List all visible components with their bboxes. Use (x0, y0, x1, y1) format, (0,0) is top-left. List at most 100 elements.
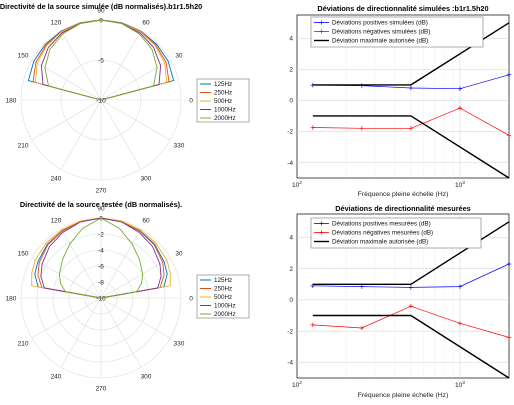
data-point-marker (408, 303, 414, 309)
data-point-marker (457, 284, 463, 289)
data-point-marker (506, 72, 512, 77)
data-point-marker (506, 335, 512, 340)
polar-angle-label: 180 (6, 296, 17, 303)
polar-legend-label: 125Hz (214, 81, 232, 88)
polar-angle-label: 90 (97, 206, 105, 213)
polar-radial-label: -5 (98, 58, 104, 65)
data-point-marker (310, 322, 315, 328)
polar-angle-label: 90 (97, 8, 105, 15)
polar-series-2000Hz (44, 19, 158, 101)
y-tick-label: 4 (289, 235, 293, 242)
x-axis-label: Fréquence pleine échelle (Hz) (358, 392, 449, 399)
line-legend-box (310, 16, 484, 48)
polar-spoke (31, 257, 102, 299)
polar-angle-label: 120 (51, 218, 62, 225)
line-legend-label: Déviations négatives simulées (dB) (332, 29, 430, 36)
data-point-marker (408, 85, 414, 91)
line-legend-marker (319, 221, 324, 226)
polar-spoke (60, 297, 102, 368)
polar-radial-label: -6 (98, 264, 104, 271)
y-tick-label: 0 (289, 297, 293, 304)
polar-radial-label: -10 (96, 98, 106, 105)
y-tick-label: 2 (289, 67, 293, 74)
polar-spoke (100, 99, 171, 141)
polar-angle-label: 300 (141, 175, 152, 182)
polar-series-2000Hz (58, 217, 144, 299)
polar-angle-label: 210 (18, 143, 29, 150)
line-series-3 (312, 314, 510, 379)
data-point-marker (457, 105, 463, 111)
polar-legend-label: 250Hz (214, 90, 232, 97)
polar-angle-label: 330 (174, 143, 185, 150)
data-point-marker (506, 261, 512, 267)
polar-angle-label: 330 (174, 341, 185, 348)
line-legend: Déviations positives simulées (dB) Déviat… (310, 16, 484, 48)
polar-legend-label: 2000Hz (214, 311, 236, 318)
polar-legend-label: 2000Hz (214, 115, 236, 122)
polar-spoke (100, 59, 171, 101)
x-tick-label: 102 (292, 380, 302, 389)
polar-radial-label: -10 (96, 296, 106, 303)
line-legend-label: Déviations positives simulées (dB) (332, 20, 428, 27)
line-chart-3: Déviations de directionnalité mesurées -4… (287, 204, 512, 399)
polar-legend-label: 1000Hz (214, 107, 236, 114)
polar-angle-label: 150 (18, 251, 29, 258)
line-legend-label: Déviations positives mesurées (dB) (332, 221, 431, 228)
data-point-marker (457, 321, 463, 326)
data-point-marker (506, 133, 512, 138)
y-tick-label: 0 (289, 98, 293, 105)
polar-angle-label: 210 (18, 341, 29, 348)
polar-spoke (31, 99, 102, 141)
x-tick-label: 102 (292, 180, 302, 189)
polar-radial-label: -4 (98, 248, 104, 255)
polar-angle-label: 120 (51, 20, 62, 27)
x-axis-label: Fréquence pleine échelle (Hz) (358, 191, 449, 198)
data-point-marker (408, 285, 414, 290)
x-tick-label: 103 (455, 180, 465, 189)
polar-title: Directivité de la source testée (dB norm… (20, 200, 182, 209)
polar-angle-label: 270 (96, 188, 107, 195)
line-series-3 (312, 115, 510, 179)
polar-angle-label: 0 (189, 296, 193, 303)
polar-angle-label: 60 (142, 20, 150, 27)
data-point-marker (359, 325, 365, 331)
polar-spoke (100, 257, 171, 299)
y-tick-label: 4 (289, 36, 293, 43)
polar-radial-label: -8 (98, 280, 104, 287)
y-tick-label: -4 (287, 160, 293, 167)
polar-angle-label: 240 (51, 175, 62, 182)
polar-chart-2: Directivité de la source testée (dB norm… (6, 200, 250, 393)
line-legend-label: Déviation maximale autorisée (dB) (332, 239, 428, 246)
polar-angle-label: 30 (175, 251, 183, 258)
polar-legend-label: 500Hz (214, 98, 232, 105)
line-legend-marker (319, 29, 324, 34)
polar-spoke (31, 297, 102, 339)
data-point-marker (310, 125, 315, 130)
polar-angle-label: 60 (142, 218, 150, 225)
polar-spoke (100, 30, 142, 101)
data-point-marker (310, 283, 315, 289)
y-tick-label: 2 (289, 266, 293, 273)
polar-legend-label: 125Hz (214, 277, 232, 284)
polar-angle-label: 300 (141, 373, 152, 380)
y-tick-label: -2 (287, 328, 293, 335)
polar-angle-label: 180 (6, 98, 17, 105)
polar-legend-label: 250Hz (214, 286, 232, 293)
polar-title: Directivité de la source simulée (dB nor… (0, 2, 202, 11)
polar-spoke (60, 30, 102, 101)
line-legend-label: Déviation maximale autorisée (dB) (332, 38, 428, 45)
polar-angle-label: 150 (18, 53, 29, 60)
data-point-marker (359, 284, 365, 289)
line-legend: Déviations positives mesurées (dB) Déviat… (310, 217, 482, 249)
line-legend-box (310, 217, 482, 249)
data-point-marker (359, 83, 365, 88)
polar-spoke (31, 59, 102, 101)
polar-spoke (60, 99, 102, 170)
x-tick-label: 103 (455, 380, 465, 389)
line-legend-label: Déviations négatives mesurées (dB) (332, 230, 433, 237)
polar-angle-label: 0 (189, 98, 193, 105)
polar-radial-label: 0 (99, 18, 103, 25)
data-point-marker (408, 126, 414, 131)
